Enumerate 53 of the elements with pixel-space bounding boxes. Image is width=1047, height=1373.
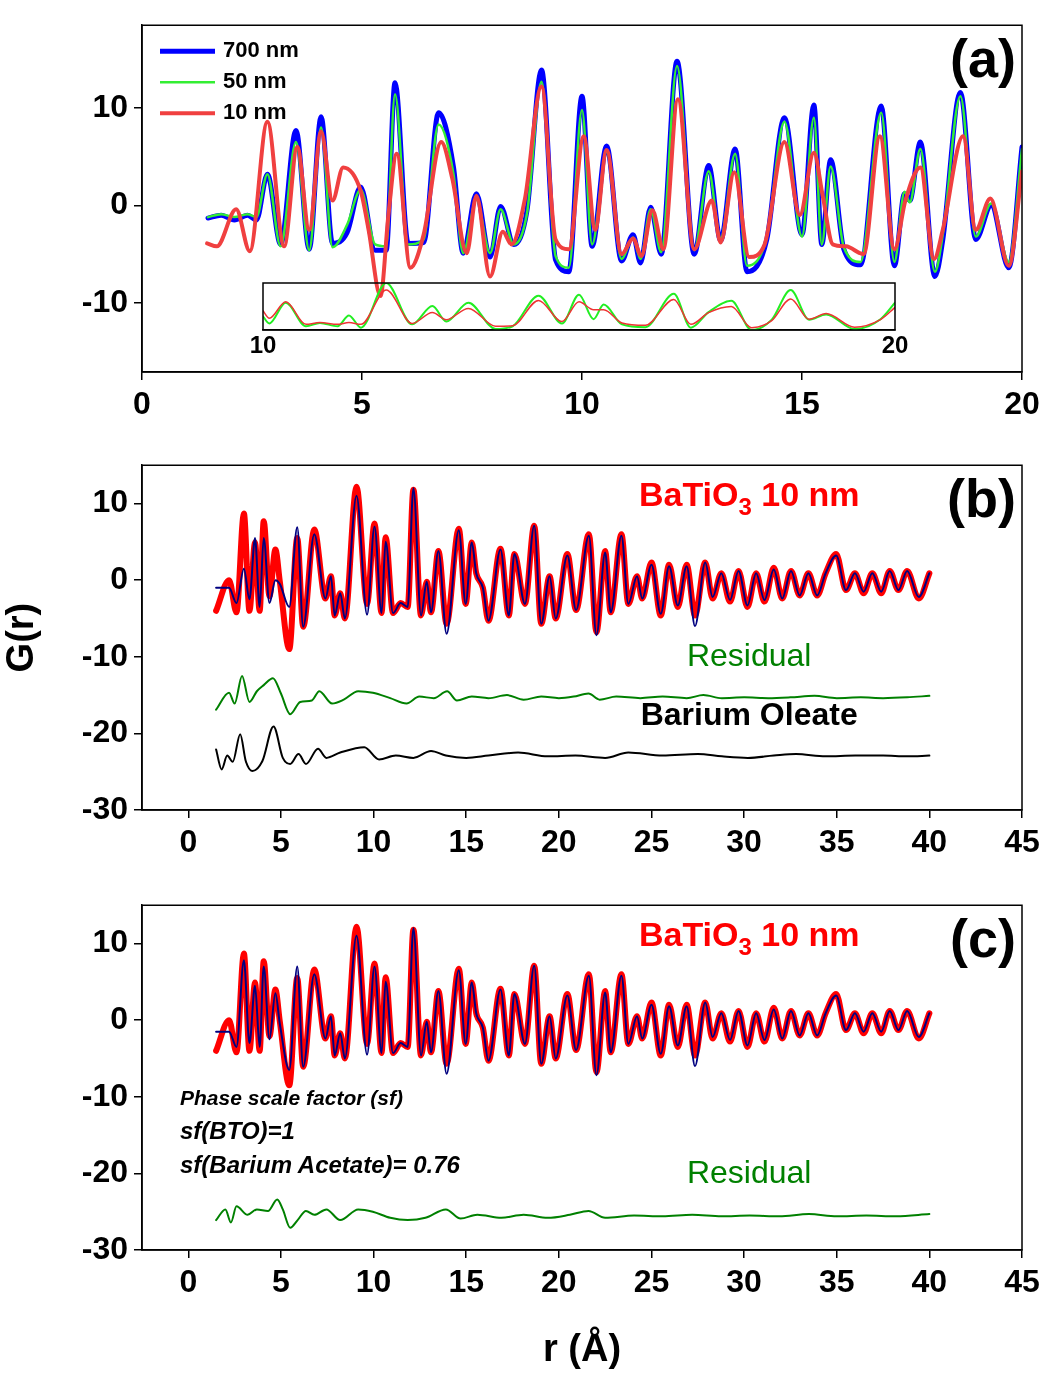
x-tick-label: 10 (355, 1263, 392, 1300)
x-tick-label: 20 (541, 1263, 577, 1300)
x-tick-label: 10 (564, 385, 600, 422)
x-tick-label: 25 (633, 1263, 670, 1300)
annotation: (a) (950, 28, 1016, 89)
legend-label: 700 nm (223, 37, 299, 63)
x-tick-label: 35 (818, 1263, 855, 1300)
y-tick-label: -10 (81, 636, 128, 673)
y-tick-label: 0 (110, 999, 128, 1036)
x-tick-label: 40 (911, 1263, 948, 1300)
x-tick-label: 25 (633, 823, 670, 860)
x-tick-label: 15 (448, 823, 485, 860)
annotation: sf(BTO)=1 (180, 1117, 295, 1145)
y-axis-title: G(r) (0, 602, 42, 673)
y-tick-label: 10 (92, 923, 128, 960)
legend-label: 50 nm (223, 68, 287, 94)
y-tick-label: -20 (81, 1153, 128, 1190)
legend-label: 10 nm (223, 99, 287, 125)
x-tick-label: 10 (355, 823, 392, 860)
x-tick-label: 0 (179, 823, 198, 860)
x-tick-label: 20 (1004, 385, 1040, 422)
y-tick-label: -30 (81, 1229, 128, 1266)
series-label: Residual (686, 1153, 812, 1190)
x-tick-label: 15 (448, 1263, 485, 1300)
y-tick-label: -30 (81, 789, 128, 826)
x-tick-label: 20 (881, 331, 909, 359)
annotation: (b) (947, 468, 1016, 529)
series-label: Residual (686, 636, 812, 673)
x-tick-label: 5 (272, 823, 290, 860)
x-tick-label: 30 (726, 1263, 762, 1300)
x-tick-label: 35 (818, 823, 855, 860)
annotation: Phase scale factor (sf) (180, 1086, 403, 1110)
x-tick-label: 30 (726, 823, 762, 860)
y-tick-label: 10 (92, 483, 128, 520)
series-label: Barium Oleate (640, 695, 858, 732)
y-tick-label: 0 (110, 185, 128, 222)
x-tick-label: 20 (541, 823, 577, 860)
x-tick-label: 45 (1004, 1263, 1040, 1300)
annotation: sf(Barium Acetate)= 0.76 (180, 1151, 461, 1179)
x-tick-label: 15 (784, 385, 820, 422)
x-tick-label: 0 (179, 1263, 198, 1300)
x-axis-title: r (Å) (542, 1325, 622, 1369)
y-tick-label: -20 (81, 713, 128, 750)
x-tick-label: 45 (1004, 823, 1040, 860)
y-tick-label: 0 (110, 559, 128, 596)
x-tick-label: 0 (133, 385, 151, 422)
y-tick-label: -10 (81, 1076, 128, 1113)
x-tick-label: 5 (353, 385, 371, 422)
y-tick-label: -10 (81, 282, 128, 319)
annotation: (c) (950, 908, 1016, 969)
x-tick-label: 40 (911, 823, 948, 860)
x-tick-label: 5 (272, 1263, 290, 1300)
y-tick-label: 10 (92, 87, 128, 124)
